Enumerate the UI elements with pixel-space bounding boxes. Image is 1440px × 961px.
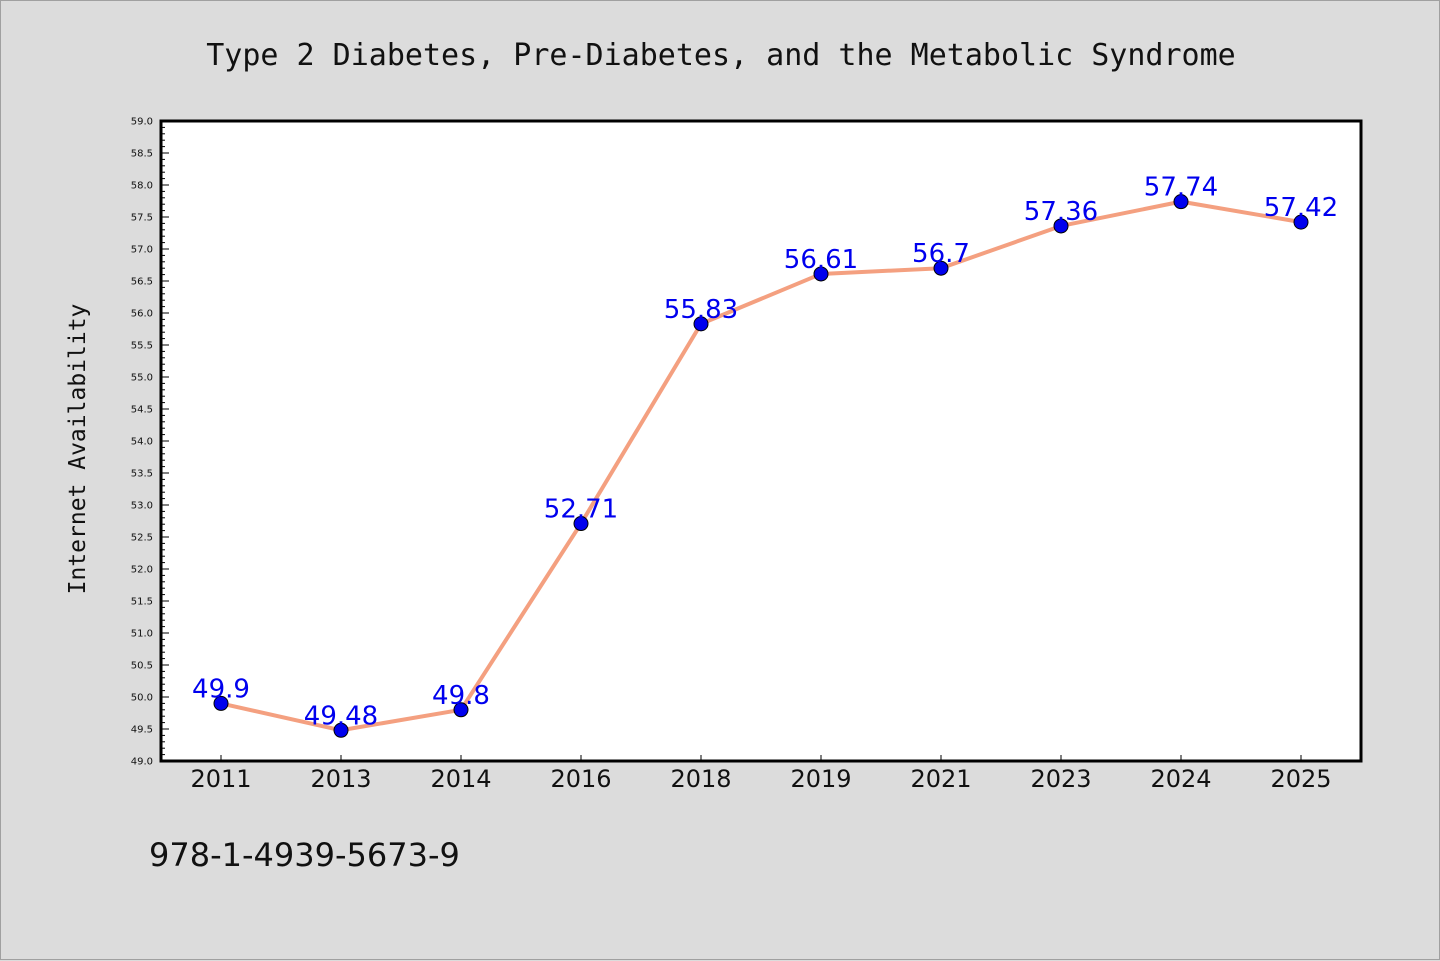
y-tick-label: 54.0 (131, 437, 153, 448)
data-point (213, 695, 229, 711)
y-tick-label: 49.5 (131, 725, 153, 736)
data-label: 57.36 (1024, 197, 1098, 227)
data-label: 56.61 (784, 245, 858, 275)
x-tick-label: 2014 (430, 765, 491, 793)
data-point (573, 516, 589, 532)
y-tick-label: 49.0 (131, 757, 153, 768)
y-tick-label: 54.5 (131, 405, 153, 416)
data-point (1293, 214, 1309, 230)
y-tick-label: 50.0 (131, 693, 153, 704)
x-tick-label: 2024 (1150, 765, 1211, 793)
y-axis-ticks: 49.0 49.5 50.0 50.5 51.0 51.5 52.0 52.5 53.0 53.5… (131, 117, 169, 768)
y-tick-label: 58.0 (131, 181, 153, 192)
isbn-footer: 978-1-4939-5673-9 (149, 836, 460, 874)
data-point (333, 722, 349, 738)
data-label: 57.74 (1144, 173, 1218, 203)
x-tick-label: 2011 (190, 765, 251, 793)
plot-area (159, 119, 1363, 763)
data-label: 49.48 (304, 701, 378, 731)
y-tick-label: 55.5 (131, 341, 153, 352)
data-point (1053, 218, 1069, 234)
y-tick-label: 53.5 (131, 469, 153, 480)
data-point (813, 266, 829, 282)
y-tick-label: 55.0 (131, 373, 153, 384)
y-tick-label: 52.0 (131, 565, 153, 576)
x-tick-label: 2019 (790, 765, 851, 793)
y-tick-label: 51.0 (131, 629, 153, 640)
y-tick-label: 57.5 (131, 213, 153, 224)
x-axis-ticks: 2011 2013 2014 2016 2018 2019 2021 2023 2024 2025 (190, 755, 1332, 793)
y-tick-label: 51.5 (131, 597, 153, 608)
data-label: 49.8 (432, 681, 490, 711)
x-tick-label: 2016 (550, 765, 611, 793)
y-tick-label: 58.5 (131, 149, 153, 160)
data-label: 56.7 (912, 239, 970, 269)
series-line (219, 199, 1303, 733)
x-tick-label: 2021 (910, 765, 971, 793)
data-label: 52.71 (544, 495, 618, 525)
x-tick-label: 2013 (310, 765, 371, 793)
data-point (1173, 194, 1189, 210)
y-tick-label: 56.5 (131, 277, 153, 288)
data-label: 49.9 (192, 674, 250, 704)
y-tick-label: 59.0 (131, 117, 153, 128)
y-tick-label: 52.5 (131, 533, 153, 544)
data-point (933, 260, 949, 276)
y-tick-label: 50.5 (131, 661, 153, 672)
data-labels: 49.9 49.48 49.8 52.71 55.83 56.61 56.7 57.36 57.… (192, 173, 1338, 732)
y-tick-label: 56.0 (131, 309, 153, 320)
x-tick-label: 2018 (670, 765, 731, 793)
chart-title: Type 2 Diabetes, Pre-Diabetes, and the M… (206, 38, 1236, 73)
y-axis-label: Internet Availability (65, 304, 91, 595)
data-label: 55.83 (664, 295, 738, 325)
data-label: 57.42 (1264, 193, 1338, 223)
data-point (693, 316, 709, 332)
series-group (213, 194, 1309, 738)
data-point (453, 702, 469, 718)
x-tick-label: 2023 (1030, 765, 1091, 793)
x-tick-label: 2025 (1270, 765, 1331, 793)
y-tick-label: 57.0 (131, 245, 153, 256)
y-tick-label: 53.0 (131, 501, 153, 512)
